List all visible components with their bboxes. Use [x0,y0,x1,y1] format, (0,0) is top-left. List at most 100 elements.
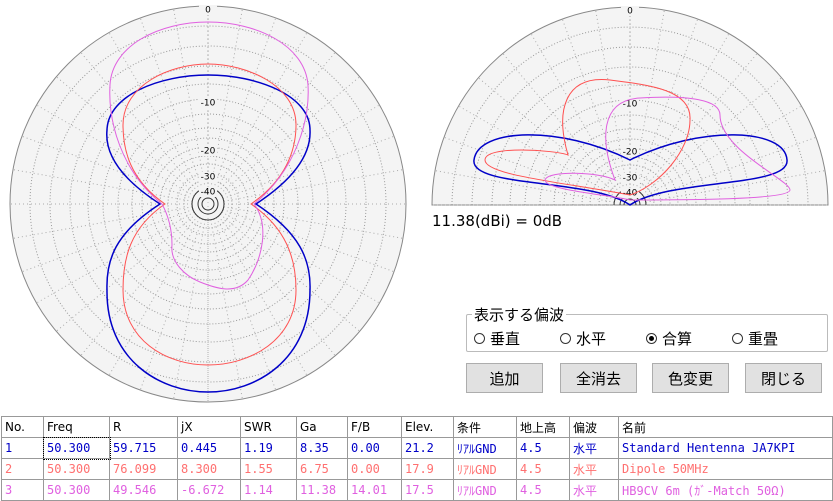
radio-label: 合算 [662,330,693,348]
table-cell: 1.19 [240,437,297,459]
ring-label: -40 [201,188,216,198]
table-cell: 17.5 [401,479,454,501]
table-cell: 3 [1,479,44,501]
table-cell: 49.546 [109,479,178,501]
pattern-curve [473,134,788,206]
radio-dot[interactable] [474,333,485,344]
label-bg [199,5,217,15]
table-row[interactable]: 3 50.300 49.546 -6.672 1.14 11.38 14.01 17.5 ﾘｱﾙ… [1,479,833,501]
radio-dot[interactable] [646,333,657,344]
grid-ring [471,46,789,206]
radio-option[interactable]: 重畳 [732,328,778,349]
table-cell: -6.672 [177,479,241,501]
vertical-pattern: 0 -10 -20 -30 -40 [431,6,829,206]
table-cell: No. [1,416,44,438]
table-cell: Ga [296,416,348,438]
ring-label: -10 [201,99,216,109]
table-cell: 水平 [569,437,619,459]
polarization-group [466,314,828,352]
ring-label: -30 [201,173,216,183]
table-cell: 17.9 [401,458,454,480]
horizontal-pattern: 0 -10 -20 -30 -40 [9,5,407,403]
table-cell: 4.5 [516,479,570,501]
table-cell: jX [177,416,241,438]
label-bg [621,188,639,198]
table-cell: Dipole 50MHz [618,458,833,480]
table-row[interactable]: 2 50.300 76.099 8.300 1.55 6.75 0.00 17.9 ﾘｱﾙGND… [1,458,833,480]
pattern-curve [109,21,309,290]
group-title: 表示する偏波 [472,304,567,325]
table-cell: ﾘｱﾙGND [453,479,517,501]
grid-ring [563,138,697,206]
button[interactable]: 閉じる [745,363,822,393]
label-bg [199,187,217,197]
table-cell: 2 [1,458,44,480]
table-cell: HB9CV 6m (ｶﾞ-Match 50Ω) [618,479,833,501]
radio-option[interactable]: 水平 [560,328,606,349]
radio-option[interactable]: 垂直 [474,328,520,349]
table-cell: 8.300 [177,458,241,480]
grid-ring [581,156,679,206]
table-cell: 0.00 [347,458,402,480]
table-cell: Elev. [401,416,454,438]
pattern-curve [544,96,791,201]
pattern-curve [484,79,691,196]
ring-label: -40 [623,189,638,199]
label-bg [199,98,217,108]
ring-label: 0 [627,7,633,17]
table-cell: 6.75 [296,458,348,480]
table-cell: ﾘｱﾙGND [453,437,517,459]
button[interactable]: 追加 [466,363,543,393]
table-cell: 8.35 [296,437,348,459]
table-cell: F/B [347,416,402,438]
grid-ring [589,164,671,206]
label-bg [621,173,639,183]
table-cell: SWR [240,416,297,438]
pattern-curve [122,63,297,366]
center-ring [201,197,215,211]
radio-option[interactable]: 合算 [646,328,692,349]
label-bg [621,99,639,109]
table-cell: 50.300 [43,479,110,501]
table-cell: 1.14 [240,479,297,501]
table-cell: 1.55 [240,458,297,480]
ring-label: -10 [623,100,638,110]
radio-dot[interactable] [560,333,571,344]
ring-label: -20 [623,148,638,158]
table-cell: 0.00 [347,437,402,459]
table-cell: 21.2 [401,437,454,459]
table-cell: 0.445 [177,437,241,459]
button[interactable]: 全消去 [560,363,637,393]
ring-label: -30 [623,174,638,184]
table-cell: 偏波 [569,416,619,438]
table-cell: 地上高 [516,416,570,438]
grid-ring [141,137,275,271]
table-cell: 50.300 [42,436,111,460]
label-bg [621,6,639,16]
ring-label: 0 [205,6,211,16]
table-cell: 59.715 [109,437,178,459]
gain-note: 11.38(dBi) = 0dB [432,212,563,230]
table-cell: 1 [1,437,44,459]
radio-dot[interactable] [732,333,743,344]
label-bg [621,147,639,157]
pattern-plots: 0 -10 -20 -30 -40 0 -10 -20 -30 -40 [9,5,829,403]
table-cell: 11.38 [296,479,348,501]
table-cell: 76.099 [109,458,178,480]
center-ring [623,198,637,206]
table-row[interactable]: 1 50.300 59.715 0.445 1.19 8.35 0.00 21.2 ﾘｱﾙGND… [1,436,833,460]
button[interactable]: 色変更 [652,363,729,393]
table-cell: Freq [43,416,110,438]
table-cell: Standard Hentenna JA7KPI [618,437,833,459]
table-cell: 水平 [569,479,619,501]
table-cell: ﾘｱﾙGND [453,458,517,480]
table-cell: 4.5 [516,458,570,480]
grid-ring [572,147,688,206]
table-cell: 14.01 [347,479,402,501]
radio-label: 重畳 [748,330,779,348]
table-cell: 条件 [453,416,517,438]
table-cell: R [109,416,178,438]
label-bg [199,172,217,182]
